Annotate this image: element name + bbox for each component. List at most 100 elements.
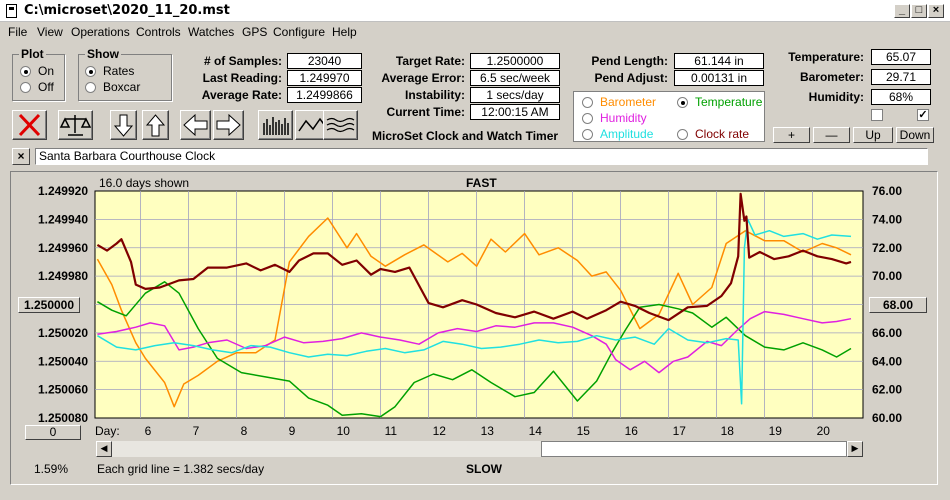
plus-button[interactable]: + xyxy=(773,127,810,143)
maximize-button[interactable]: □ xyxy=(911,4,927,18)
center-sensor-button[interactable]: 68.00 xyxy=(869,297,927,313)
menu-controls[interactable]: Controls xyxy=(136,25,181,39)
menu-operations[interactable]: Operations xyxy=(71,25,130,39)
menu-gps[interactable]: GPS xyxy=(242,25,268,39)
menu-watches[interactable]: Watches xyxy=(188,25,235,39)
humidity-value: 68% xyxy=(871,89,931,105)
x-tick-label: 16 xyxy=(625,424,639,438)
data-lines xyxy=(96,192,852,418)
show-rates-label: Rates xyxy=(103,64,135,78)
y-tick-label-left: 1.250080 xyxy=(38,411,88,425)
y-tick-label-left: 1.249960 xyxy=(38,241,88,255)
y-axis-right: 76.00 74.00 72.00 70.00 66.00 64.00 62.00 60.00 xyxy=(872,184,902,425)
y-tick-label-left: 1.250020 xyxy=(38,326,88,340)
clock-name-input[interactable]: Santa Barbara Courthouse Clock xyxy=(35,148,928,165)
pend-adjust-label: Pend Adjust: xyxy=(594,71,668,85)
arrow-down-icon xyxy=(113,114,134,137)
scroll-right-button[interactable] xyxy=(213,110,244,140)
humidity-radio[interactable] xyxy=(582,113,593,124)
bar-graph-icon xyxy=(263,117,289,135)
app-icon xyxy=(6,4,17,18)
minimize-button[interactable]: _ xyxy=(894,4,910,18)
up-button[interactable]: Up xyxy=(853,127,893,143)
wave-icon xyxy=(298,117,327,132)
y-tick-label-left: 1.249940 xyxy=(38,212,88,226)
menu-configure[interactable]: Configure xyxy=(273,25,326,39)
y-tick-label-right: 64.00 xyxy=(872,354,902,368)
plot-off-radio[interactable] xyxy=(20,82,31,93)
samples-value: 23040 xyxy=(287,53,362,69)
y-tick-label-left: 1.249920 xyxy=(38,184,88,198)
close-clock-button[interactable]: × xyxy=(12,148,30,165)
menu-bar: File View Operations Controls Watches GP… xyxy=(0,22,950,42)
clock-rate-option-label: Clock rate xyxy=(695,127,750,141)
horizontal-scrollbar[interactable]: ◀ ▶ xyxy=(96,441,863,457)
menu-view[interactable]: View xyxy=(37,25,63,39)
y-tick-label-right: 76.00 xyxy=(872,184,902,198)
humidity-checkbox[interactable] xyxy=(871,109,883,121)
x-tick-label: 12 xyxy=(433,424,447,438)
red-x-icon xyxy=(18,113,41,137)
sensor-selector xyxy=(573,91,765,142)
x-tick-label: 14 xyxy=(529,424,543,438)
x-tick-label: 11 xyxy=(385,424,398,438)
x-tick-label: 7 xyxy=(193,424,200,438)
center-rate-button[interactable]: 1.250000 xyxy=(18,297,80,313)
barometer-option-label: Barometer xyxy=(600,95,657,109)
close-window-button[interactable]: × xyxy=(928,4,944,18)
samples-label: # of Samples: xyxy=(203,54,282,68)
target-rate-value[interactable]: 1.2500000 xyxy=(470,53,560,69)
temperature-value: 65.07 xyxy=(871,49,931,65)
offset-button[interactable]: 0 xyxy=(25,425,81,440)
barometer-label: Barometer: xyxy=(799,70,864,84)
menu-file[interactable]: File xyxy=(8,25,28,39)
autoscale-checkbox[interactable]: ✓ xyxy=(917,109,929,121)
pend-adjust-value: 0.00131 in xyxy=(674,70,764,86)
slow-label: SLOW xyxy=(466,462,502,476)
scroll-up-button[interactable] xyxy=(142,110,169,140)
plot-on-radio[interactable] xyxy=(20,66,31,77)
arrow-right-icon xyxy=(216,113,241,137)
x-tick-label: 9 xyxy=(289,424,296,438)
humidity-label: Humidity: xyxy=(808,90,864,104)
plot-off-label: Off xyxy=(38,80,54,94)
x-tick-label: 20 xyxy=(817,424,831,438)
app-caption: MicroSet Clock and Watch Timer xyxy=(372,129,559,143)
days-shown-label: 16.0 days shown xyxy=(99,176,190,190)
x-tick-label: 10 xyxy=(337,424,351,438)
instability-label: Instability: xyxy=(404,88,465,102)
scroll-left-button[interactable] xyxy=(180,110,211,140)
multi-trace-button[interactable] xyxy=(323,110,358,140)
show-rates-radio[interactable] xyxy=(85,66,96,77)
humidity-option-label: Humidity xyxy=(600,111,647,125)
x-tick-label: 15 xyxy=(577,424,591,438)
average-rate-label: Average Rate: xyxy=(201,88,282,102)
show-boxcar-radio[interactable] xyxy=(85,82,96,93)
minus-button[interactable]: — xyxy=(813,127,850,143)
x-tick-label: 13 xyxy=(481,424,495,438)
series-line-barometer xyxy=(96,217,852,408)
scroll-right-arrow-icon[interactable]: ▶ xyxy=(847,441,863,457)
down-button[interactable]: Down xyxy=(896,127,934,143)
x-axis: 6 7 8 9 10 11 12 13 14 15 16 17 18 19 20 xyxy=(145,424,831,438)
barometer-radio[interactable] xyxy=(582,97,593,108)
scroll-left-arrow-icon[interactable]: ◀ xyxy=(96,441,112,457)
average-rate-value: 1.2499866 xyxy=(287,87,362,103)
temperature-radio[interactable] xyxy=(677,97,688,108)
target-rate-label: Target Rate: xyxy=(395,54,465,68)
average-error-label: Average Error: xyxy=(381,71,465,85)
amplitude-radio[interactable] xyxy=(582,129,593,140)
plot-group: Plot xyxy=(12,47,65,101)
scroll-down-button[interactable] xyxy=(110,110,137,140)
clock-rate-radio[interactable] xyxy=(677,129,688,140)
y-tick-label-right: 72.00 xyxy=(872,241,902,255)
scroll-thumb[interactable] xyxy=(541,441,847,457)
menu-help[interactable]: Help xyxy=(332,25,357,39)
zoom-percent: 1.59% xyxy=(34,462,69,476)
show-group-title: Show xyxy=(85,47,121,61)
balance-button[interactable] xyxy=(58,110,93,140)
clear-button[interactable] xyxy=(12,110,47,140)
raw-data-button[interactable] xyxy=(258,110,293,140)
y-tick-label-left: 1.250040 xyxy=(38,354,88,368)
